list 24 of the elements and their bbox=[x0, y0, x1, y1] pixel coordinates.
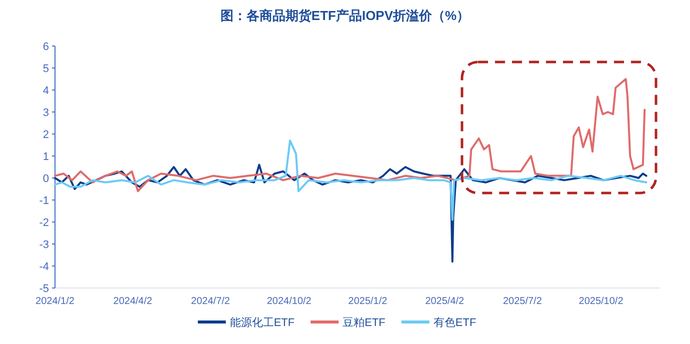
y-tick-label: 5 bbox=[42, 63, 49, 75]
y-tick-label: 3 bbox=[42, 107, 49, 119]
y-tick-label: -3 bbox=[39, 239, 49, 251]
x-tick-label: 2024/7/2 bbox=[191, 296, 230, 307]
y-tick-label: -2 bbox=[39, 217, 49, 229]
x-tick-label: 2025/10/2 bbox=[578, 296, 624, 307]
legend-label: 能源化工ETF bbox=[230, 316, 295, 329]
x-tick-label: 2024/1/2 bbox=[36, 296, 75, 307]
y-tick-label: 6 bbox=[42, 41, 49, 53]
legend-label: 有色ETF bbox=[433, 317, 476, 329]
y-tick-label: 0 bbox=[42, 173, 49, 185]
y-tick-label: -5 bbox=[39, 283, 49, 295]
x-tick-label: 2024/4/2 bbox=[113, 296, 153, 307]
x-tick-label: 2025/1/2 bbox=[348, 296, 388, 307]
y-tick-label: -1 bbox=[39, 195, 49, 207]
legend-label: 豆粕ETF bbox=[342, 317, 386, 329]
y-tick-label: 1 bbox=[42, 151, 49, 163]
chart-title: 图：各商品期货ETF产品IOPV折溢价（%） bbox=[220, 8, 470, 23]
y-tick-label: -4 bbox=[39, 261, 49, 273]
x-tick-label: 2024/10/2 bbox=[266, 296, 312, 307]
y-tick-label: 2 bbox=[42, 129, 49, 141]
x-tick-label: 2025/7/2 bbox=[502, 296, 542, 307]
y-tick-label: 4 bbox=[42, 85, 49, 97]
x-tick-label: 2025/4/2 bbox=[425, 296, 465, 307]
